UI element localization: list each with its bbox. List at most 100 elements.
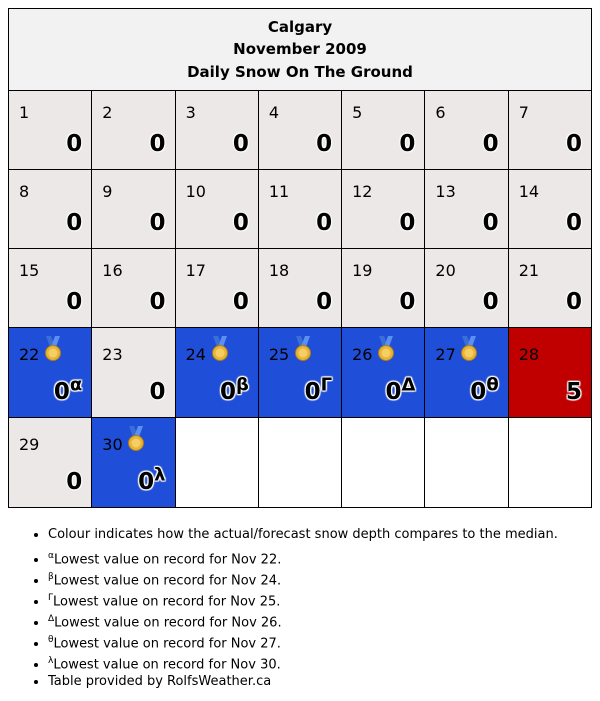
day-cell: 17 0 — [174, 248, 259, 328]
snow-depth-value: 0 — [483, 289, 499, 315]
day-number: 18 — [268, 261, 290, 280]
day-number: 8 — [19, 182, 30, 201]
day-cell: 15 0 — [7, 248, 93, 328]
snow-depth-value: 0λ — [138, 466, 165, 495]
day-number: 28 — [518, 345, 540, 364]
note-symbol: θ — [48, 635, 54, 645]
note-text: Lowest value on record for Nov 27. — [53, 636, 281, 652]
note-text: Table provided by RolfsWeather.ca — [48, 674, 272, 689]
empty-day-cell — [507, 417, 593, 508]
snow-depth-number: 0 — [66, 210, 83, 236]
snow-depth-number: 0 — [399, 210, 416, 236]
snow-depth-number: 0 — [304, 379, 321, 405]
day-number: 11 — [268, 182, 290, 201]
snow-depth-number: 0 — [232, 210, 249, 236]
day-number: 1 — [19, 103, 30, 122]
day-cell: 21 0 — [507, 248, 593, 328]
record-note-marker: θ — [486, 374, 499, 396]
medal-icon — [292, 336, 314, 362]
snow-depth-value: 0 — [483, 131, 499, 157]
snow-depth-value: 0 — [316, 131, 332, 157]
snow-depth-number: 0 — [470, 379, 487, 405]
note-item: Colour indicates how the actual/forecast… — [48, 526, 558, 547]
note-text: Lowest value on record for Nov 25. — [53, 594, 281, 610]
calendar-subtitle: Daily Snow On The Ground — [187, 62, 413, 81]
day-cell: 30 0λ — [91, 417, 176, 508]
day-cell: 18 0 — [257, 248, 343, 328]
calendar-header: Calgary November 2009 Daily Snow On The … — [8, 8, 592, 91]
week-row: 8 0 9 0 10 0 11 0 12 0 13 0 14 0 — [7, 169, 593, 249]
day-number: 6 — [435, 103, 446, 122]
snow-depth-value: 0 — [566, 289, 582, 315]
snow-depth-number: 0 — [53, 379, 70, 405]
snow-depth-number: 0 — [149, 131, 166, 157]
day-cell: 27 0θ — [424, 327, 509, 418]
snow-depth-number: 5 — [565, 379, 582, 405]
note-symbol: β — [48, 572, 54, 582]
empty-day-cell — [257, 417, 343, 508]
note-item: θLowest value on record for Nov 27. — [48, 631, 558, 652]
snow-depth-number: 0 — [66, 289, 83, 315]
day-number: 17 — [185, 261, 206, 280]
snow-depth-number: 0 — [232, 131, 249, 157]
day-number: 5 — [352, 103, 363, 122]
medal-icon — [375, 336, 397, 362]
note-symbol: α — [48, 551, 54, 561]
snow-depth-number: 0 — [66, 469, 83, 495]
day-number: 7 — [518, 103, 529, 122]
note-item: λLowest value on record for Nov 30. — [48, 652, 558, 673]
snow-depth-value: 0 — [233, 131, 249, 157]
day-cell: 14 0 — [507, 169, 593, 249]
note-symbol: λ — [48, 656, 54, 666]
day-cell: 28 5 — [507, 327, 593, 418]
day-number: 12 — [352, 182, 373, 201]
snow-depth-value: 0 — [66, 210, 82, 236]
snow-depth-number: 0 — [316, 289, 333, 315]
snow-depth-value: 0 — [233, 210, 249, 236]
snow-depth-value: 0 — [399, 131, 415, 157]
snow-depth-value: 0β — [219, 376, 249, 405]
day-number: 4 — [268, 103, 280, 122]
day-cell: 24 0β — [174, 327, 259, 418]
day-number: 25 — [268, 345, 290, 364]
day-number: 26 — [352, 345, 373, 364]
snow-depth-value: 0 — [316, 289, 332, 315]
record-note-marker: α — [69, 374, 83, 396]
snow-depth-number: 0 — [149, 379, 166, 405]
note-text: Lowest value on record for Nov 22. — [53, 552, 282, 568]
day-number: 16 — [102, 261, 123, 280]
week-row: 15 0 16 0 17 0 18 0 19 0 20 0 21 0 — [7, 248, 593, 328]
day-number: 10 — [185, 182, 206, 201]
snow-depth-value: 0 — [66, 131, 82, 157]
snow-depth-value: 0 — [566, 210, 582, 236]
day-number: 9 — [102, 182, 113, 201]
snow-depth-value: 0 — [399, 210, 415, 236]
day-number: 21 — [518, 261, 540, 280]
snow-depth-number: 0 — [138, 469, 155, 495]
record-note-marker: λ — [154, 464, 166, 486]
day-cell: 26 0Δ — [341, 327, 426, 418]
snow-depth-number: 0 — [316, 131, 333, 157]
snow-depth-value: 0Δ — [385, 376, 415, 405]
record-note-marker: Γ — [320, 374, 333, 396]
snow-depth-number: 0 — [399, 131, 416, 157]
snow-depth-number: 0 — [232, 289, 249, 315]
week-row: 22 0α 23 0 24 0β 25 0Γ 26 0Δ 27 0θ 28 5 — [7, 327, 593, 418]
day-cell: 25 0Γ — [257, 327, 343, 418]
snow-depth-number: 0 — [565, 289, 582, 315]
snow-depth-number: 0 — [219, 379, 236, 405]
day-number: 27 — [435, 345, 456, 364]
snow-depth-number: 0 — [316, 210, 333, 236]
snow-depth-value: 0 — [150, 131, 166, 157]
note-item: Table provided by RolfsWeather.ca — [48, 673, 558, 693]
day-cell: 20 0 — [424, 248, 509, 328]
medal-icon — [125, 426, 147, 452]
